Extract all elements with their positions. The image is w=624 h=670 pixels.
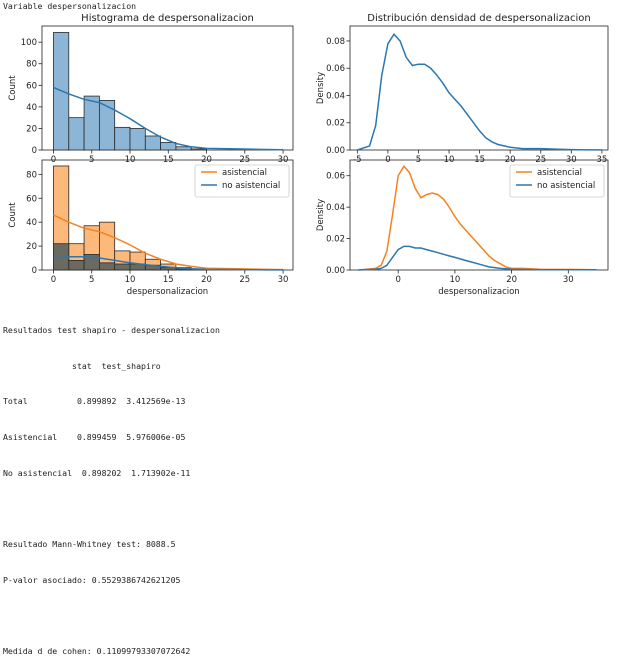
histogram-bar bbox=[190, 148, 207, 151]
histogram-bar bbox=[68, 117, 85, 151]
density-line bbox=[357, 32, 602, 151]
histogram-by-group-panel: 0 5 10 15 20 25 30 0 20 40 60 80 Count despersonaliza… bbox=[8, 159, 294, 297]
chart-title: Distribución densidad de despersonalizac… bbox=[367, 12, 590, 24]
y-tick-label: 0 bbox=[32, 266, 37, 276]
x-axis-label: despersonalizacion bbox=[438, 287, 519, 297]
shapiro-row-no-asistencial: No asistencial 0.898202 1.713902e-11 bbox=[3, 467, 191, 478]
p-value: P-valor asociado: 0.5529386742621205 bbox=[3, 574, 181, 585]
x-tick-label: 10 bbox=[125, 275, 136, 285]
shapiro-row-asistencial: Asistencial 0.899459 5.976006e-05 bbox=[3, 431, 186, 442]
histogram-bar bbox=[160, 142, 177, 151]
y-tick-label: 0 bbox=[32, 146, 37, 156]
y-axis-label: Count bbox=[8, 202, 18, 228]
y-axis-label: Density bbox=[316, 72, 326, 104]
x-tick-label: 0 bbox=[395, 275, 400, 285]
legend-label: no asistencial bbox=[537, 181, 595, 191]
variable-header: Variable despersonalizacion bbox=[3, 1, 137, 11]
cohen-d: Medida d de cohen: 0.11099793307072642 bbox=[3, 646, 191, 657]
legend-label: no asistencial bbox=[222, 181, 280, 191]
y-tick-label: 60 bbox=[26, 81, 37, 91]
x-tick-label: 15 bbox=[163, 275, 174, 285]
y-tick-label: 20 bbox=[26, 124, 37, 134]
legend-label: asistencial bbox=[537, 168, 582, 178]
shapiro-title: Resultados test shapiro - despersonaliza… bbox=[3, 324, 220, 335]
x-tick-label: 30 bbox=[278, 275, 289, 285]
plot-frame bbox=[349, 159, 609, 271]
histogram-bar-no-asistencial bbox=[68, 260, 85, 271]
y-tick-label: 100 bbox=[21, 38, 37, 48]
legend-box bbox=[194, 164, 290, 198]
y-tick-label: 0.08 bbox=[326, 37, 345, 47]
y-tick-label: 40 bbox=[26, 218, 37, 228]
y-tick-label: 20 bbox=[26, 242, 37, 252]
legend-label: asistencial bbox=[222, 168, 267, 178]
histogram-bar bbox=[144, 135, 162, 151]
density-panel: -5 0 5 10 15 20 25 30 350.000.020.040.060.08Dist… bbox=[316, 12, 609, 165]
y-axis-label: Density bbox=[316, 199, 326, 231]
kde-line-asistencial bbox=[53, 214, 284, 271]
histogram-bar-no-asistencial bbox=[98, 262, 116, 271]
shapiro-header: stat test_shapiro bbox=[3, 360, 161, 371]
kde-line bbox=[53, 86, 284, 151]
stats-output: Resultados test shapiro - despersonaliza… bbox=[3, 301, 220, 670]
x-tick-label: 30 bbox=[563, 275, 574, 285]
density-by-group-panel: 0 10 20 30 0.00 0.02 0.04 0.06 Density despersona… bbox=[316, 159, 609, 297]
y-tick-label: 0.06 bbox=[326, 172, 345, 182]
histogram-bar bbox=[83, 95, 100, 151]
y-tick-label: 0.04 bbox=[326, 203, 345, 213]
kde-line-no-asistencial bbox=[53, 256, 284, 271]
x-axis-label: despersonalizacion bbox=[127, 287, 208, 297]
chart-title: Histograma de despersonalizacion bbox=[81, 13, 254, 24]
legend-box bbox=[509, 164, 605, 198]
x-tick-label: 10 bbox=[449, 275, 460, 285]
y-tick-label: 0.00 bbox=[326, 146, 345, 156]
y-tick-label: 80 bbox=[26, 170, 37, 180]
x-tick-label: 0 bbox=[51, 275, 56, 285]
histogram-bar bbox=[114, 126, 131, 151]
density-line-asistencial bbox=[358, 165, 597, 271]
x-tick-label: 20 bbox=[506, 275, 517, 285]
y-tick-label: 60 bbox=[26, 194, 37, 204]
y-tick-label: 80 bbox=[26, 60, 37, 70]
x-tick-label: 5 bbox=[89, 275, 94, 285]
y-tick-label: 40 bbox=[26, 103, 37, 113]
shapiro-row-total: Total 0.899892 3.412569e-13 bbox=[3, 396, 186, 407]
y-axis-label: Count bbox=[8, 75, 18, 101]
y-tick-label: 0.06 bbox=[326, 64, 345, 74]
x-tick-label: 25 bbox=[239, 275, 250, 285]
plot-frame bbox=[349, 25, 609, 151]
density-line-no-asistencial bbox=[358, 245, 597, 271]
histogram-bar bbox=[129, 128, 146, 151]
mann-whitney-result: Resultado Mann-Whitney test: 8088.5 bbox=[3, 539, 176, 550]
y-tick-label: 0.02 bbox=[326, 119, 345, 129]
y-tick-label: 0.02 bbox=[326, 235, 345, 245]
histogram-bar bbox=[98, 100, 116, 151]
y-tick-label: 0.00 bbox=[326, 266, 345, 276]
histogram-bar-no-asistencial bbox=[114, 263, 131, 271]
y-tick-label: 0.04 bbox=[326, 91, 345, 101]
x-tick-label: 20 bbox=[201, 275, 212, 285]
histogram-bar bbox=[175, 146, 192, 151]
